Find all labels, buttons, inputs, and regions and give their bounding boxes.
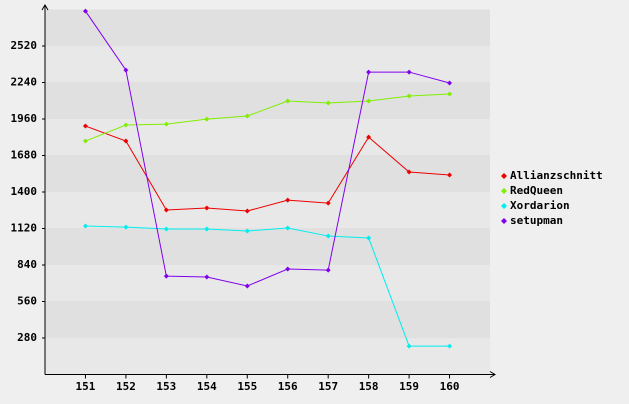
point: [204, 274, 210, 280]
point: [82, 223, 88, 229]
legend-marker: [501, 188, 507, 194]
series-line: [85, 225, 450, 347]
grid-band: [45, 155, 490, 192]
point: [123, 122, 129, 128]
y-tick-label: 280: [17, 331, 37, 344]
point: [285, 225, 291, 231]
point: [244, 208, 250, 214]
grid-band: [45, 82, 490, 119]
grid-band: [45, 9, 490, 46]
legend-label: setupman: [510, 214, 563, 227]
x-tick-label: 160: [440, 380, 460, 393]
point: [123, 67, 129, 73]
grid-band: [45, 301, 490, 338]
y-tick-label: 1680: [11, 149, 38, 162]
x-tick-label: 151: [76, 380, 96, 393]
legend-label: Xordarion: [510, 199, 570, 212]
series-line: [85, 93, 450, 142]
x-tick-label: 154: [197, 380, 217, 393]
point: [447, 172, 453, 178]
point: [204, 116, 210, 122]
x-tick-label: 155: [237, 380, 257, 393]
point: [244, 283, 250, 289]
point: [244, 228, 250, 234]
point: [366, 98, 372, 104]
point: [123, 224, 129, 230]
y-tick-label: 560: [17, 295, 37, 308]
x-tick-label: 157: [318, 380, 338, 393]
x-axis-arrow: [489, 371, 496, 378]
legend-marker: [501, 218, 507, 224]
legend-marker: [501, 173, 507, 179]
point: [447, 80, 453, 86]
y-tick-label: 1960: [11, 112, 38, 125]
point: [285, 98, 291, 104]
point: [163, 273, 169, 279]
point: [406, 69, 412, 75]
point: [163, 207, 169, 213]
legend-marker: [501, 203, 507, 209]
point: [325, 267, 331, 273]
point: [406, 169, 412, 175]
y-tick-label: 1400: [11, 185, 38, 198]
x-tick-label: 153: [156, 380, 176, 393]
point: [163, 121, 169, 127]
point: [366, 134, 372, 140]
point: [244, 113, 250, 119]
point: [325, 233, 331, 239]
point: [366, 235, 372, 241]
point: [82, 123, 88, 129]
x-tick-label: 158: [359, 380, 379, 393]
point: [204, 226, 210, 232]
grid-band: [45, 228, 490, 265]
point: [406, 93, 412, 99]
point: [366, 69, 372, 75]
point: [123, 138, 129, 144]
point: [447, 91, 453, 97]
point: [285, 266, 291, 272]
point: [285, 197, 291, 203]
point: [406, 343, 412, 349]
point: [325, 200, 331, 206]
y-tick-label: 2240: [11, 76, 38, 89]
point: [447, 343, 453, 349]
point: [204, 205, 210, 211]
y-axis-arrow: [41, 4, 49, 11]
y-tick-label: 1120: [11, 222, 38, 235]
point: [82, 138, 88, 144]
point: [82, 8, 88, 14]
x-tick-label: 159: [399, 380, 419, 393]
series-line: [85, 10, 450, 287]
point: [163, 226, 169, 232]
x-tick-label: 156: [278, 380, 298, 393]
x-tick-label: 152: [116, 380, 136, 393]
y-tick-label: 2520: [11, 39, 38, 52]
legend-label: RedQueen: [510, 184, 563, 197]
y-tick-label: 840: [17, 258, 37, 271]
point: [325, 100, 331, 106]
legend-label: Allianzschnitt: [510, 169, 603, 182]
